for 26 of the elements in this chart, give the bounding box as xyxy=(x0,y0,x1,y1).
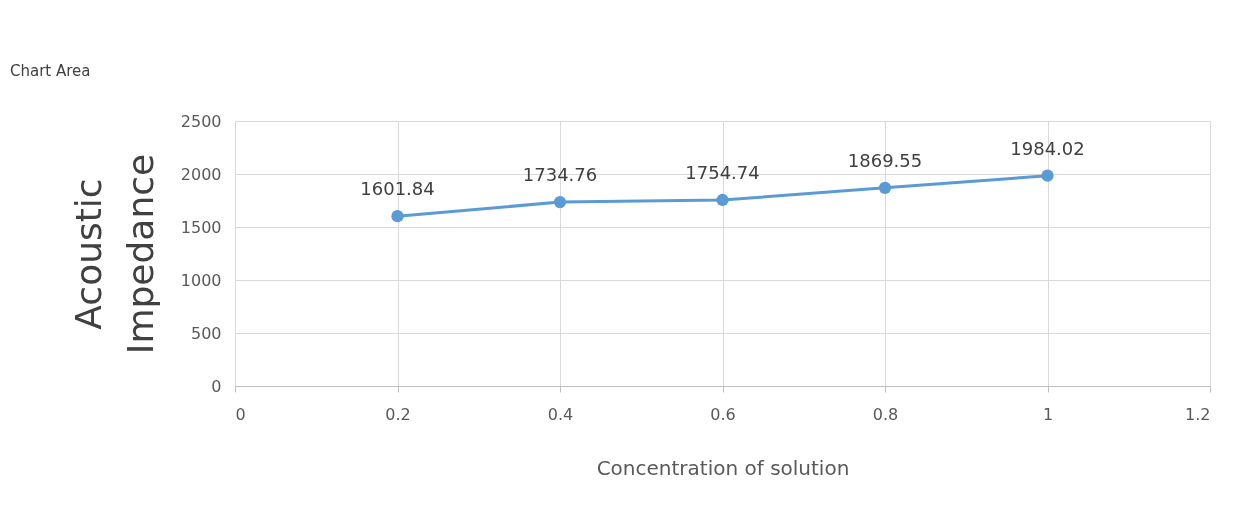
point xyxy=(878,181,892,194)
y-tick-label: 0 xyxy=(211,376,222,396)
point xyxy=(553,196,567,209)
point xyxy=(1041,169,1054,182)
y-tick-label: 1000 xyxy=(180,270,222,290)
x-tick-label: 0.6 xyxy=(710,404,736,424)
text: Chart Area xyxy=(10,62,91,80)
x-tick-label: 0 xyxy=(235,404,246,424)
x-tick-label: 0.4 xyxy=(547,404,574,424)
data-label: 1984.02 xyxy=(1010,137,1085,159)
point xyxy=(391,210,404,223)
y-tick-label: 2500 xyxy=(180,111,222,131)
x-tick-label: 0.8 xyxy=(872,404,899,424)
y-tick-label: 500 xyxy=(190,323,222,343)
data-label: 1869.55 xyxy=(847,149,923,171)
y-tick-label: 1500 xyxy=(180,217,222,237)
y-axis-title: Acoustic Impedance xyxy=(67,153,161,355)
data-label: 1601.84 xyxy=(360,178,435,200)
x-tick-label: 1 xyxy=(1042,404,1054,424)
y-tick-label: 2000 xyxy=(180,164,222,184)
x-tick-label: 0.2 xyxy=(385,404,411,424)
data-label: 1754.74 xyxy=(685,162,760,183)
x-axis-title: Concentration of solution xyxy=(596,455,850,480)
data-label: 1734.76 xyxy=(522,164,598,186)
point xyxy=(716,193,729,207)
x-tick-label: 1.2 xyxy=(1185,404,1211,424)
